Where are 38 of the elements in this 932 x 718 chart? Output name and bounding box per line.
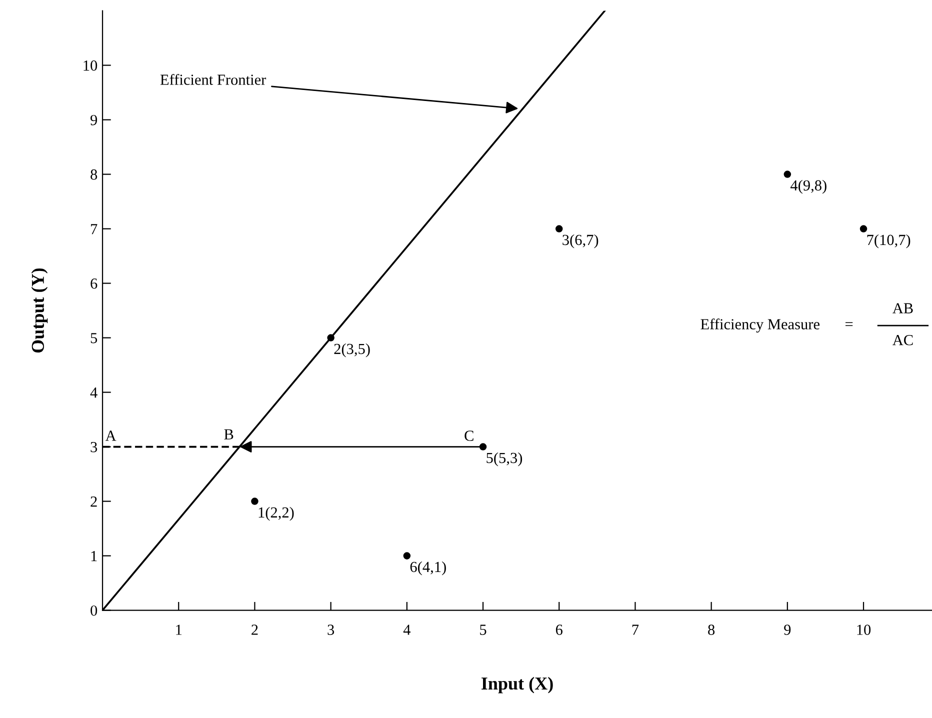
x-tick-label: 9 — [784, 624, 791, 635]
annotation: B — [224, 429, 234, 440]
x-tick-label: 6 — [556, 624, 562, 635]
data-label: 1(2,2) — [258, 506, 294, 521]
x-tick-label: 10 — [857, 624, 871, 635]
x-tick-label: 1 — [176, 624, 182, 635]
annotation: = — [846, 322, 853, 326]
y-tick-label: 9 — [90, 114, 98, 126]
data-label: 4(9,8) — [790, 180, 826, 194]
y-tick-label: 7 — [91, 224, 98, 234]
data-label: 2(3,5) — [334, 343, 370, 358]
y-tick-label: 10 — [84, 60, 98, 71]
y-tick-label: 0 — [90, 605, 98, 616]
x-axis-title: Input (X) — [482, 676, 553, 694]
x-tick-label: 2 — [252, 624, 258, 635]
y-tick-label: 8 — [90, 169, 98, 180]
x-tick-label: 4 — [403, 624, 410, 635]
data-label: 7(10,7) — [867, 234, 910, 248]
x-tick-label: 8 — [708, 624, 715, 635]
y-tick-label: 5 — [90, 333, 98, 344]
annotation: A — [105, 430, 116, 441]
y-tick-label: 1 — [91, 551, 97, 562]
data-label: 5(5,3) — [486, 452, 522, 466]
x-tick-label: 5 — [480, 624, 486, 635]
y-tick-label: 3 — [90, 442, 98, 452]
annotation: AB — [892, 303, 913, 314]
y-axis-title: Output (Y) — [31, 268, 48, 353]
x-tick-label: 7 — [632, 624, 639, 635]
data-label: 6(4,1) — [410, 561, 446, 576]
data-label: 3(6,7) — [562, 234, 598, 248]
annotation: C — [464, 430, 474, 441]
annotation: Efficient Frontier — [160, 74, 266, 85]
x-tick-label: 3 — [328, 624, 334, 635]
y-tick-label: 6 — [90, 278, 98, 289]
annotation: Efficiency Measure — [700, 318, 820, 333]
annotation: AC — [892, 335, 913, 346]
y-tick-label: 4 — [90, 388, 98, 398]
y-tick-label: 2 — [90, 496, 97, 507]
